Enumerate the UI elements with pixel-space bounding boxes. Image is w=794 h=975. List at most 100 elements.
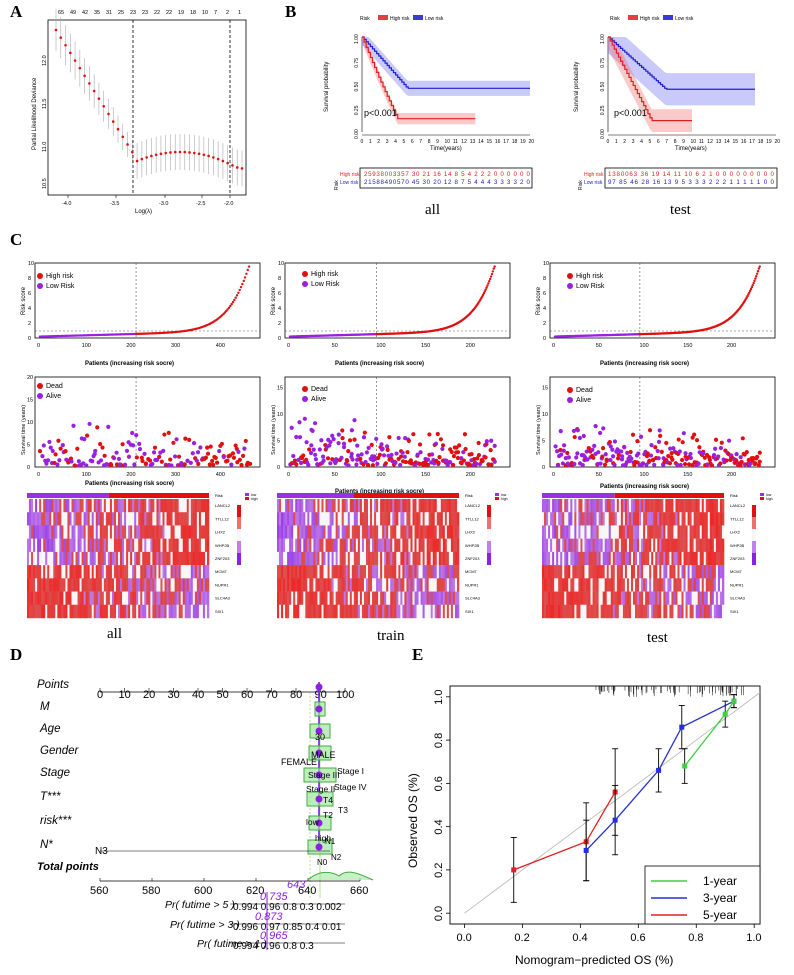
heatmap-cell [118, 499, 121, 513]
heatmap-cell [651, 565, 654, 579]
heatmap-cell [27, 551, 30, 566]
heatmap-cell [180, 604, 184, 619]
heatmap-cell [412, 591, 415, 605]
heatmap-cell [27, 512, 30, 526]
km-xtick: 18 [512, 139, 518, 145]
heatmap-cell [388, 578, 391, 592]
stage-label-ii: Stage II [306, 784, 335, 794]
heatmap-cell [184, 512, 188, 526]
heatmap-cell [572, 525, 575, 539]
heatmap-cell [440, 525, 444, 539]
time-point [718, 445, 724, 451]
heatmap-cell [592, 565, 595, 579]
heatmap-cell [651, 499, 654, 513]
heatmap-cell [156, 525, 159, 539]
heatmap-cell [166, 578, 169, 592]
risk-xtick: 0 [287, 343, 290, 349]
heatmap-cell [707, 525, 711, 539]
heatmap-cell [200, 499, 204, 513]
time-point [690, 462, 695, 468]
heatmap-cell [166, 591, 169, 605]
heatmap-cell [349, 512, 353, 526]
risk-label-high: high [315, 833, 331, 843]
heatmap-cell [606, 512, 610, 526]
km-plot-all: Risk High risk Low risk Survival probabi… [324, 15, 534, 190]
risk-xtick: 150 [683, 343, 692, 349]
heatmap-cell [596, 525, 599, 539]
heatmap-cell [679, 551, 682, 566]
heatmap-cell [361, 525, 365, 539]
heatmap-cell [323, 591, 326, 605]
heatmap-cell [588, 565, 591, 579]
heatmap-cell [414, 525, 417, 539]
heatmap-cell [452, 512, 456, 526]
heatmap-cell [709, 565, 713, 579]
heatmap-cell [564, 565, 567, 579]
heatmap-cell [315, 512, 318, 526]
heatmap-cell [721, 591, 725, 605]
heatmap-cell [580, 499, 583, 513]
heatmap-cell [618, 551, 622, 566]
heatmap-cell [420, 538, 423, 553]
heatmap-cell [618, 499, 622, 513]
heatmap-cell [691, 499, 694, 513]
time-point [211, 462, 216, 467]
heatmap-cell [633, 591, 636, 605]
heatmap-cell [142, 538, 145, 553]
heatmap-cell [99, 512, 103, 526]
heatmap-cell [554, 538, 557, 553]
heatmap-cell [548, 604, 551, 619]
heatmap-cell [450, 525, 454, 539]
heatmap-gene-label: NUPR1 [730, 582, 744, 587]
risk-point [241, 282, 244, 286]
heatmap-cell [162, 512, 165, 526]
heatmap-gene-label: NUPR1 [215, 582, 229, 587]
risk-score-ylabel: Risk score [271, 286, 277, 315]
risk-plot-frame [549, 262, 776, 339]
heatmap-cell [29, 551, 32, 566]
time-point [586, 446, 591, 451]
heatmap-cell [432, 551, 436, 566]
heatmap-cell [337, 499, 340, 513]
heatmap-cell [297, 551, 300, 566]
time-ytick: 10 [277, 412, 283, 418]
time-point [602, 462, 608, 467]
time-point [476, 440, 481, 446]
lasso-xtick: -3.5 [110, 201, 119, 207]
heatmap-cell [283, 499, 286, 513]
heatmap-cell [124, 604, 127, 619]
heatmap-cell [657, 591, 660, 605]
heatmap-cell [291, 538, 294, 553]
heatmap-cell [136, 499, 139, 513]
stage-label-i: Stage I [337, 766, 364, 776]
heatmap-cell [277, 512, 280, 526]
time-xtick: 50 [332, 472, 338, 478]
heatmap-cell [43, 565, 46, 579]
heatmap-cell [365, 538, 369, 553]
heatmap-cell [677, 499, 680, 513]
heatmap-cell [564, 591, 567, 605]
heatmap-cell [359, 551, 363, 566]
heatmap-cell [618, 525, 622, 539]
heatmap-cell [134, 591, 137, 605]
pvalue: p<0.001 [614, 108, 647, 118]
heatmap-cell [148, 591, 151, 605]
heatmap-cell [285, 565, 288, 579]
heatmap-cell [416, 604, 419, 619]
heatmap-cell [643, 604, 646, 619]
risk-xlabel: Patients (increasing risk socre) [600, 361, 689, 367]
time-point [403, 459, 408, 465]
heatmap-cell [693, 591, 696, 605]
heatmap-cell [115, 565, 119, 579]
heatmap-cell [396, 512, 399, 526]
heatmap-cell [604, 538, 608, 553]
heatmap-cell [41, 565, 44, 579]
heatmap-scale-swatch [487, 529, 491, 541]
heatmap-cell [683, 551, 686, 566]
heatmap-cell [182, 565, 186, 579]
heatmap-cell [440, 538, 444, 553]
heatmap-cell [554, 525, 557, 539]
heatmap-cell [596, 538, 599, 553]
risk-point [239, 285, 243, 289]
heatmap-cell [384, 525, 387, 539]
